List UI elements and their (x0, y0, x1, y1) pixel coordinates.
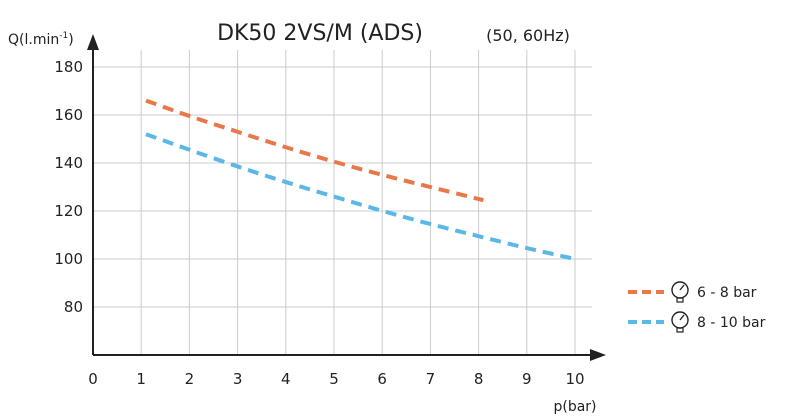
y-axis-label: Q(l.min-1) (8, 31, 74, 48)
y-tick-label: 180 (54, 58, 83, 76)
x-tick-label: 6 (377, 370, 387, 388)
x-tick-label: 5 (329, 370, 339, 388)
legend-label: 6 - 8 bar (697, 285, 757, 301)
x-tick-label: 4 (281, 370, 291, 388)
x-tick-labels: 0 1 2 3 4 5 6 7 8 9 10 (88, 370, 584, 388)
pressure-gauge-icon (671, 281, 689, 303)
y-tick-label: 80 (64, 298, 83, 316)
grid (93, 50, 592, 355)
gauge-stem (676, 297, 684, 303)
y-axis-arrow-icon (87, 34, 99, 50)
legend-item-1: 6 - 8 bar (628, 281, 757, 303)
x-tick-label: 10 (565, 370, 584, 388)
legend-item-2: 8 - 10 bar (628, 311, 766, 333)
legend: 6 - 8 bar 8 - 10 bar (628, 281, 766, 333)
series-line-1 (145, 98, 484, 203)
gauge-stem (676, 327, 684, 333)
x-tick-label: 7 (426, 370, 436, 388)
chart-title: DK50 2VS/M (ADS) (217, 21, 423, 46)
y-axis-label-superscript: -1 (59, 31, 68, 41)
legend-label: 8 - 10 bar (697, 315, 766, 331)
series-line-2 (145, 132, 576, 261)
gauge-needle (679, 314, 685, 321)
series (145, 98, 576, 261)
y-tick-label: 160 (54, 106, 83, 124)
y-axis-label-main: Q(l.min (8, 32, 59, 48)
y-axis-label-close: ) (68, 32, 73, 48)
x-tick-label: 2 (185, 370, 195, 388)
chart-subtitle: (50, 60Hz) (486, 26, 570, 45)
x-axis-label: p(bar) (553, 399, 596, 415)
x-tick-label: 3 (233, 370, 243, 388)
x-axis-arrow-icon (590, 349, 606, 361)
y-tick-label: 100 (54, 250, 83, 268)
pressure-gauge-icon (671, 311, 689, 333)
y-tick-labels: 80 100 120 140 160 180 (54, 58, 83, 316)
axes (87, 34, 606, 361)
x-tick-label: 1 (136, 370, 146, 388)
x-tick-label: 8 (474, 370, 484, 388)
gauge-needle (679, 284, 685, 291)
x-tick-label: 0 (88, 370, 98, 388)
x-tick-label: 9 (522, 370, 532, 388)
y-tick-label: 120 (54, 202, 83, 220)
y-tick-label: 140 (54, 154, 83, 172)
